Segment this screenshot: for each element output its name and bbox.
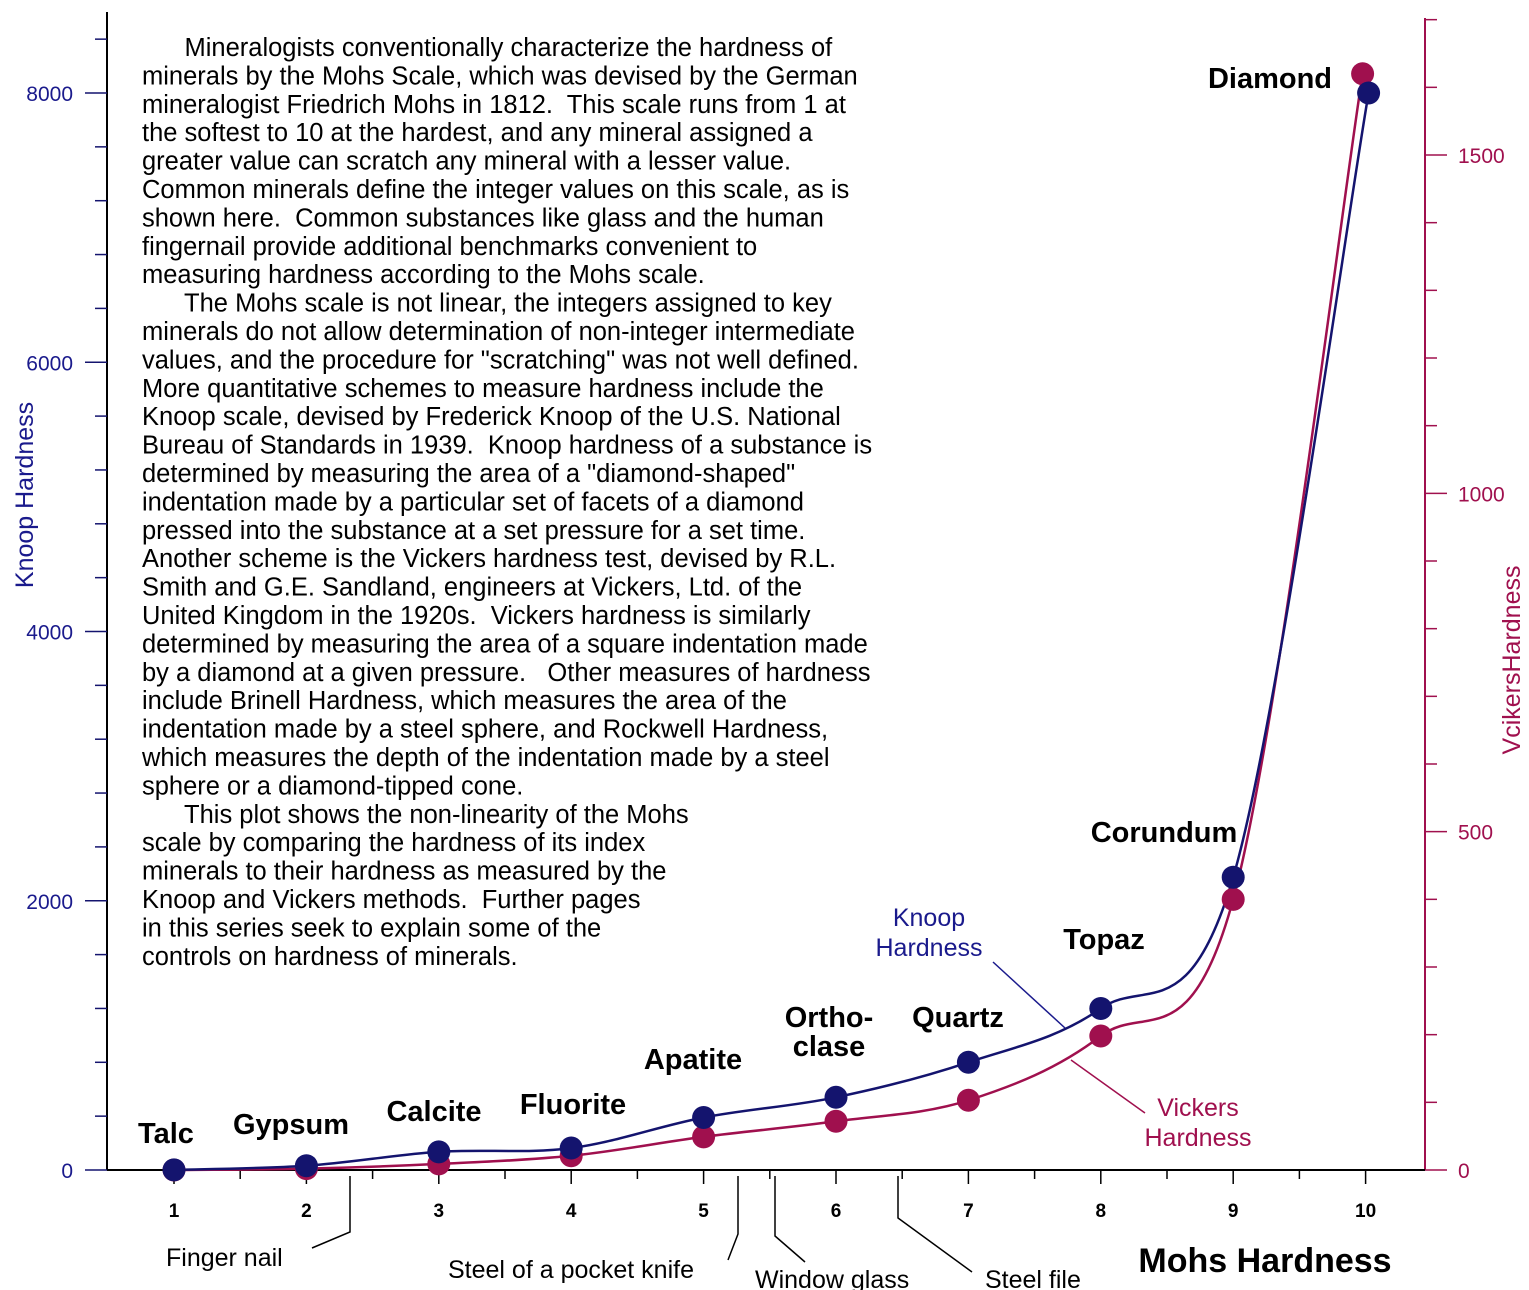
description-line: by a diamond at a given pressure. Other …: [142, 659, 871, 687]
description-line: determined by measuring the area of a sq…: [142, 630, 868, 658]
description-line: determined by measuring the area of a "d…: [142, 460, 795, 488]
description-line: minerals by the Mohs Scale, which was de…: [142, 62, 858, 90]
knoop-series-label: Knoop: [893, 904, 965, 932]
description-line: Bureau of Standards in 1939. Knoop hardn…: [142, 432, 872, 460]
mohs-tick-label: 3: [434, 1201, 445, 1222]
vickers-point: [1089, 1025, 1112, 1048]
vickers-series-label: Vickers: [1157, 1094, 1239, 1122]
knoop-tick-label: 0: [61, 1160, 73, 1183]
description-line: indentation made by a particular set of …: [142, 488, 804, 516]
description-line: Mineralogists conventionally characteriz…: [142, 34, 833, 62]
knoop-tick-label: 6000: [26, 352, 73, 375]
vickers-axis-title: VcikersHardness: [1498, 566, 1526, 755]
vickers-label-leader: [1071, 1060, 1145, 1113]
vickers-series-label: Hardness: [1145, 1124, 1252, 1152]
vickers-point: [825, 1110, 848, 1133]
description-line: fingernail provide additional benchmarks…: [142, 233, 757, 261]
mineral-label: Fluorite: [520, 1089, 626, 1121]
mineral-label: Quartz: [912, 1002, 1004, 1034]
description-line: minerals to their hardness as measured b…: [142, 858, 666, 886]
vickers-point: [1222, 888, 1245, 911]
description-line: United Kingdom in the 1920s. Vickers har…: [142, 602, 811, 630]
vickers-tick-label: 500: [1458, 822, 1493, 845]
description-line: indentation made by a steel sphere, and …: [142, 716, 828, 744]
vickers-tick-label: 1000: [1458, 483, 1505, 506]
knoop-point: [295, 1154, 318, 1177]
benchmark-leader: [898, 1176, 972, 1272]
mohs-tick-label: 9: [1228, 1201, 1239, 1222]
mohs-tick-label: 2: [301, 1201, 312, 1222]
knoop-series-label: Hardness: [876, 934, 983, 962]
description-line: Knoop and Vickers methods. Further pages: [142, 886, 640, 914]
mineral-label: Apatite: [644, 1044, 742, 1076]
knoop-point: [1357, 82, 1380, 105]
knoop-point: [825, 1086, 848, 1109]
mohs-tick-label: 5: [698, 1201, 709, 1222]
benchmark-label: Finger nail: [166, 1244, 283, 1272]
mohs-tick-label: 4: [566, 1201, 577, 1222]
description-line: Another scheme is the Vickers hardness t…: [142, 545, 836, 573]
description-line: the softest to 10 at the hardest, and an…: [142, 119, 813, 147]
mohs-tick-label: 6: [831, 1201, 842, 1222]
knoop-point: [427, 1140, 450, 1163]
benchmark-label: Steel of a pocket knife: [448, 1256, 694, 1284]
vickers-tick-label: 1500: [1458, 145, 1505, 168]
mohs-tick-label: 7: [963, 1201, 974, 1222]
knoop-point: [1222, 866, 1245, 889]
description-line: This plot shows the non-linearity of the…: [142, 801, 689, 829]
benchmark-leader: [728, 1176, 738, 1260]
description-line: values, and the procedure for "scratchin…: [142, 346, 859, 374]
description-line: shown here. Common substances like glass…: [142, 204, 824, 232]
description-line: scale by comparing the hardness of its i…: [142, 829, 645, 857]
knoop-point: [692, 1106, 715, 1129]
description-line: Knoop scale, devised by Frederick Knoop …: [142, 403, 841, 431]
description-line: mineralogist Friedrich Mohs in 1812. Thi…: [142, 91, 846, 119]
knoop-point: [957, 1051, 980, 1074]
description-line: include Brinell Hardness, which measures…: [142, 687, 787, 715]
mineral-label: Ortho-: [785, 1002, 874, 1034]
knoop-axis-title: Knoop Hardness: [11, 402, 39, 588]
description-line: Common minerals define the integer value…: [142, 176, 849, 204]
description-line: sphere or a diamond-tipped cone.: [142, 772, 523, 800]
mohs-tick-label: 1: [169, 1201, 180, 1222]
mohs-tick-label: 10: [1355, 1201, 1376, 1222]
description-line: in this series seek to explain some of t…: [142, 914, 601, 942]
knoop-tick-label: 2000: [26, 891, 73, 914]
description-line: The Mohs scale is not linear, the intege…: [142, 290, 832, 318]
benchmark-leader: [775, 1176, 805, 1262]
knoop-point: [560, 1137, 583, 1160]
description-line: More quantitative schemes to measure har…: [142, 375, 824, 403]
mineral-label: Calcite: [386, 1096, 481, 1128]
vickers-point: [957, 1089, 980, 1112]
description-line: minerals do not allow determination of n…: [142, 318, 855, 346]
description-line: pressed into the substance at a set pres…: [142, 517, 805, 545]
knoop-point: [163, 1158, 186, 1181]
knoop-tick-label: 4000: [26, 622, 73, 645]
mineral-label: Diamond: [1208, 63, 1332, 95]
description-line: measuring hardness according to the Mohs…: [142, 261, 705, 289]
benchmark-label: Steel file: [985, 1266, 1081, 1290]
mineral-label: clase: [793, 1031, 866, 1063]
knoop-tick-label: 8000: [26, 83, 73, 106]
mineral-label: Gypsum: [233, 1109, 349, 1141]
description-line: greater value can scratch any mineral wi…: [142, 148, 791, 176]
mineral-label: Corundum: [1091, 817, 1238, 849]
benchmark-leader: [312, 1176, 350, 1248]
description-line: controls on hardness of minerals.: [142, 943, 518, 971]
description-line: Smith and G.E. Sandland, engineers at Vi…: [142, 574, 802, 602]
mineral-label: Topaz: [1063, 924, 1145, 956]
mohs-tick-label: 8: [1096, 1201, 1107, 1222]
benchmark-label: Window glass: [755, 1266, 909, 1290]
description-text: Mineralogists conventionally characteriz…: [141, 34, 872, 971]
description-line: which measures the depth of the indentat…: [141, 744, 830, 772]
mohs-axis-title: Mohs Hardness: [1138, 1242, 1391, 1280]
mineral-label: Talc: [138, 1118, 194, 1150]
knoop-point: [1089, 997, 1112, 1020]
vickers-tick-label: 0: [1458, 1160, 1470, 1183]
